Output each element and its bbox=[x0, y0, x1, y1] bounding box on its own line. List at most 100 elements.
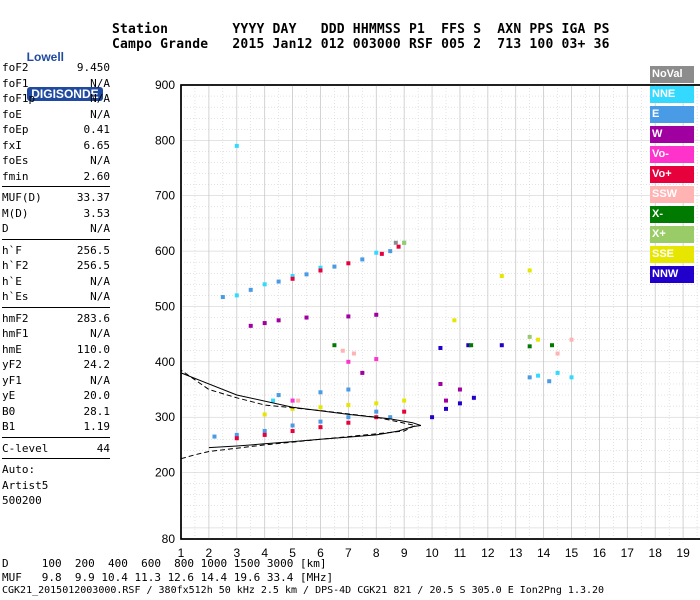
footer-line-2: MUF 9.8 9.9 10.4 11.3 12.6 14.4 19.6 33.… bbox=[2, 571, 334, 584]
point-w bbox=[438, 381, 443, 386]
divider bbox=[2, 238, 110, 240]
x-tick-label: 16 bbox=[593, 546, 607, 559]
param-name: yF1 bbox=[2, 373, 22, 387]
param-value: N/A bbox=[90, 92, 110, 105]
divider bbox=[2, 306, 110, 308]
header-line-2: Campo Grande 2015 Jan12 012 003000 RSF 0… bbox=[112, 37, 610, 52]
point-sse bbox=[452, 318, 457, 323]
param-name: foEs bbox=[2, 154, 29, 167]
param-row: yF2 24.2 bbox=[2, 357, 110, 373]
param-name: fmin bbox=[2, 169, 29, 183]
point-ssw bbox=[569, 337, 574, 342]
param-value: 6.65 bbox=[83, 138, 111, 152]
point-x- bbox=[332, 343, 337, 348]
x-tick-label: 4 bbox=[262, 546, 269, 559]
auto-label: Auto: bbox=[2, 463, 36, 476]
param-row: yF1 N/A bbox=[2, 373, 110, 389]
point-w bbox=[276, 318, 281, 323]
profile-solid-line bbox=[181, 372, 422, 449]
point-vo- bbox=[290, 398, 295, 403]
param-name: hmF1 bbox=[2, 327, 29, 340]
point-e bbox=[388, 249, 393, 254]
param-name: B0 bbox=[2, 404, 16, 418]
param-value: N/A bbox=[90, 222, 110, 235]
point-nne bbox=[262, 282, 267, 287]
point-e bbox=[388, 415, 393, 420]
point-vo- bbox=[374, 357, 379, 362]
point-e bbox=[547, 379, 552, 384]
param-value: N/A bbox=[90, 373, 110, 387]
param-value: 33.37 bbox=[76, 191, 110, 204]
footer-line-3: CGK21_2015012003000.RSF / 380fx512h 50 k… bbox=[2, 585, 605, 596]
point-e bbox=[221, 295, 226, 300]
param-name: MUF(D) bbox=[2, 191, 42, 204]
logo-digisonde: DIGISONDE bbox=[27, 87, 103, 101]
param-value: N/A bbox=[90, 107, 110, 121]
x-tick-label: 13 bbox=[509, 546, 523, 559]
param-value: 20.0 bbox=[83, 389, 111, 402]
param-row: yE 20.0 bbox=[2, 388, 110, 404]
param-name: M(D) bbox=[2, 206, 29, 220]
header-line-1: Station YYYY DAY DDD HHMMSS P1 FFS S AXN… bbox=[112, 22, 610, 37]
param-row: foE N/A bbox=[2, 107, 110, 123]
point-vo- bbox=[318, 268, 323, 273]
x-tick-label: 6 bbox=[317, 546, 324, 559]
param-name: h`Es bbox=[2, 290, 29, 303]
x-tick-label: 19 bbox=[677, 546, 691, 559]
legend-nne: NNE bbox=[650, 86, 694, 103]
param-name: hmE bbox=[2, 342, 22, 356]
legend-noval: NoVal bbox=[650, 66, 694, 83]
point-w bbox=[444, 398, 449, 403]
point-e bbox=[527, 375, 532, 380]
plot-frame bbox=[180, 84, 700, 540]
x-tick-label: 15 bbox=[565, 546, 579, 559]
param-name: yF2 bbox=[2, 358, 22, 371]
param-name: fxI bbox=[2, 138, 22, 152]
x-tick-label: 2 bbox=[206, 546, 213, 559]
point-sse bbox=[318, 405, 323, 410]
point-nne bbox=[318, 265, 323, 270]
point-e bbox=[212, 434, 217, 439]
auto-code: 500200 bbox=[2, 494, 42, 507]
x-tick-label: 18 bbox=[649, 546, 663, 559]
y-tick-label: 600 bbox=[155, 244, 175, 258]
param-value: 44 bbox=[96, 441, 110, 455]
x-tick-label: 14 bbox=[537, 546, 551, 559]
param-row: h`F2 256.5 bbox=[2, 258, 110, 274]
point-vo- bbox=[402, 409, 407, 414]
point-vo- bbox=[346, 261, 351, 266]
y-tick-label: 400 bbox=[155, 355, 175, 369]
point-x- bbox=[402, 240, 407, 245]
param-value: 0.41 bbox=[83, 123, 111, 136]
legend-vo-: Vo- bbox=[650, 146, 694, 163]
point-e bbox=[360, 257, 365, 262]
point-e bbox=[346, 387, 351, 392]
param-value: 24.2 bbox=[83, 358, 111, 371]
param-value: 1.19 bbox=[83, 420, 111, 433]
point-nne bbox=[290, 274, 295, 279]
point-e bbox=[276, 393, 281, 398]
legend-nnw: NNW bbox=[650, 266, 694, 283]
plot-area bbox=[180, 84, 700, 540]
point-sse bbox=[346, 403, 351, 408]
chart: 1234567891011121314151617181920802003004… bbox=[110, 60, 700, 563]
point-sse bbox=[262, 412, 267, 417]
point-nne bbox=[271, 398, 276, 403]
parameter-panel: foF2 9.450 foF1 N/A foF1p N/A foE N/A foEp 0.41 fx… bbox=[2, 60, 110, 509]
divider bbox=[2, 186, 110, 187]
param-value: 283.6 bbox=[76, 311, 110, 325]
param-value: N/A bbox=[90, 154, 110, 167]
param-row: foEp 0.41 bbox=[2, 122, 110, 138]
point-w bbox=[346, 314, 351, 319]
logo: Lowell DIGISONDE bbox=[8, 12, 103, 102]
legend-w: W bbox=[650, 126, 694, 143]
ionogram-svg: 1234567891011121314151617181920802003004… bbox=[155, 78, 700, 560]
param-value: N/A bbox=[90, 290, 110, 303]
point-e bbox=[374, 409, 379, 414]
x-tick-label: 17 bbox=[621, 546, 635, 559]
point-e bbox=[262, 429, 267, 434]
point-vo- bbox=[262, 432, 267, 437]
param-row: D N/A bbox=[2, 221, 110, 237]
point-e bbox=[318, 390, 323, 395]
point-x- bbox=[550, 343, 555, 348]
